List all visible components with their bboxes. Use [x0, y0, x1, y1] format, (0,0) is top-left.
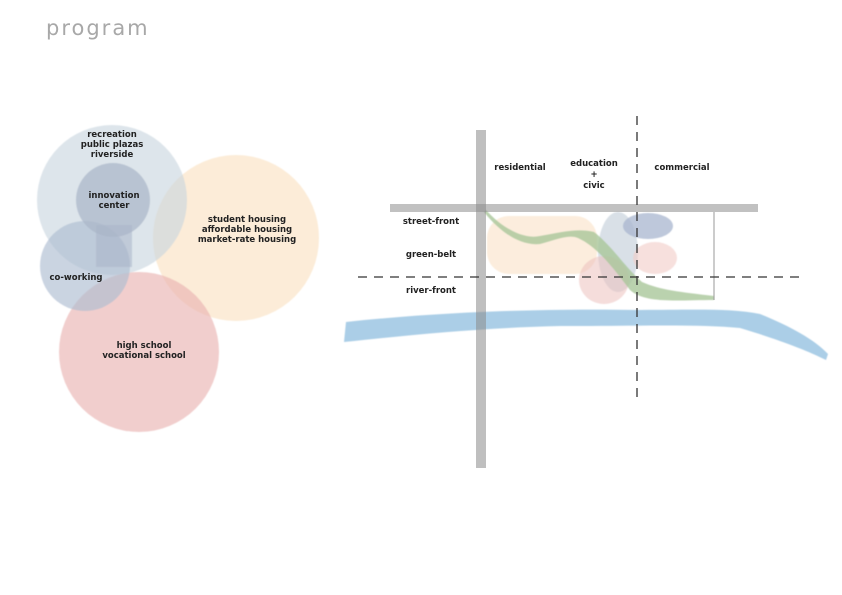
blob-commercial-blue — [623, 213, 673, 239]
svg-text:river-front: river-front — [406, 286, 456, 296]
svg-text:riverside: riverside — [91, 150, 134, 160]
svg-text:street-front: street-front — [403, 217, 459, 227]
svg-text:center: center — [99, 201, 131, 211]
svg-text:recreation: recreation — [87, 130, 137, 140]
site-zoning-diagram: residential education + civic commercial… — [344, 116, 828, 468]
svg-text:market-rate housing: market-rate housing — [198, 235, 296, 245]
label-vocational-school: vocational school — [102, 351, 185, 361]
bubble-innovation-center — [76, 163, 150, 237]
label-center: center — [99, 201, 131, 211]
label-recreation: recreation — [87, 130, 137, 140]
label-high-school: high school — [117, 341, 172, 351]
svg-text:+: + — [590, 170, 597, 180]
label-education: education — [570, 159, 618, 169]
label-civic: civic — [583, 181, 604, 191]
label-street-front: street-front — [403, 217, 459, 227]
svg-text:student housing: student housing — [208, 215, 286, 225]
bubble-student-housing — [153, 155, 319, 321]
label-plus: + — [590, 170, 597, 180]
label-student-housing: student housing — [208, 215, 286, 225]
road-vertical — [476, 130, 486, 468]
page-title: program — [46, 16, 150, 40]
label-innovation: innovation — [89, 191, 140, 201]
label-green-belt: green-belt — [406, 250, 456, 260]
blob-commercial-pink — [633, 242, 677, 274]
svg-text:residential: residential — [494, 163, 546, 173]
label-residential: residential — [494, 163, 546, 173]
svg-text:education: education — [570, 159, 618, 169]
label-public-plazas: public plazas — [81, 140, 144, 150]
label-commercial: commercial — [654, 163, 709, 173]
river — [344, 309, 828, 360]
svg-text:high school: high school — [117, 341, 172, 351]
svg-text:green-belt: green-belt — [406, 250, 456, 260]
label-affordable-housing: affordable housing — [202, 225, 292, 235]
bubble-high-school — [59, 272, 219, 432]
label-co-working: co-working — [50, 273, 103, 283]
blob-residential — [487, 216, 597, 274]
svg-text:vocational school: vocational school — [102, 351, 185, 361]
label-market-rate-housing: market-rate housing — [198, 235, 296, 245]
label-river-front: river-front — [406, 286, 456, 296]
svg-text:affordable housing: affordable housing — [202, 225, 292, 235]
label-riverside: riverside — [91, 150, 134, 160]
svg-text:civic: civic — [583, 181, 604, 191]
svg-text:commercial: commercial — [654, 163, 709, 173]
street-horizontal — [390, 204, 758, 212]
svg-text:public plazas: public plazas — [81, 140, 144, 150]
svg-text:co-working: co-working — [50, 273, 103, 283]
svg-text:innovation: innovation — [89, 191, 140, 201]
